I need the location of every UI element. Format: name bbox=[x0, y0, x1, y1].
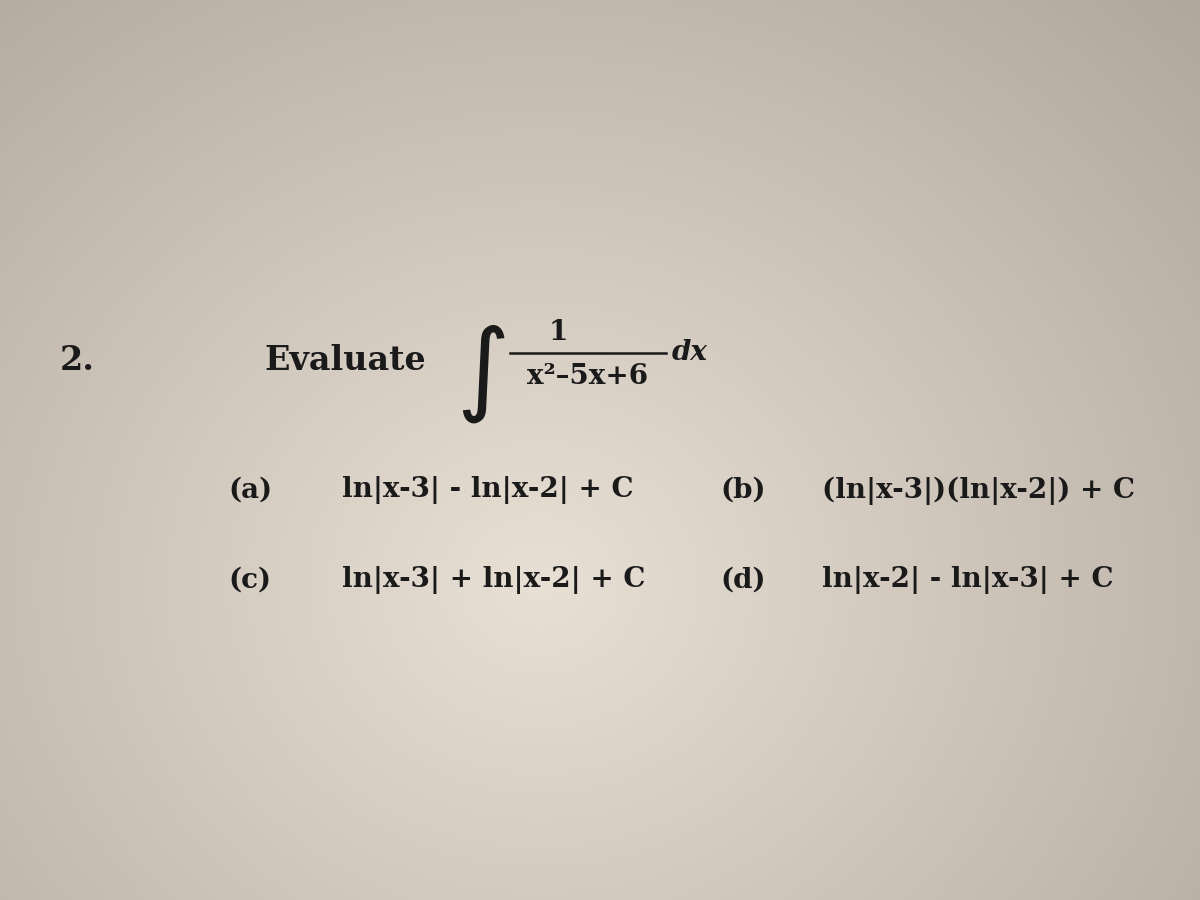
Text: ln|x-3| - ln|x-2| + C: ln|x-3| - ln|x-2| + C bbox=[342, 476, 634, 505]
Text: (c): (c) bbox=[228, 567, 271, 594]
Text: $\int$: $\int$ bbox=[456, 322, 505, 425]
Text: (d): (d) bbox=[720, 567, 766, 594]
Text: (ln|x-3|)(ln|x-2|) + C: (ln|x-3|)(ln|x-2|) + C bbox=[822, 476, 1135, 505]
Text: (b): (b) bbox=[720, 477, 766, 504]
Text: Evaluate: Evaluate bbox=[264, 344, 426, 376]
Text: 2.: 2. bbox=[60, 344, 95, 376]
Text: x²–5x+6: x²–5x+6 bbox=[528, 363, 648, 390]
Text: (a): (a) bbox=[228, 477, 272, 504]
Text: dx: dx bbox=[672, 339, 708, 366]
Text: ln|x-2| - ln|x-3| + C: ln|x-2| - ln|x-3| + C bbox=[822, 566, 1114, 595]
Text: 1: 1 bbox=[548, 320, 568, 346]
Text: ln|x-3| + ln|x-2| + C: ln|x-3| + ln|x-2| + C bbox=[342, 566, 646, 595]
